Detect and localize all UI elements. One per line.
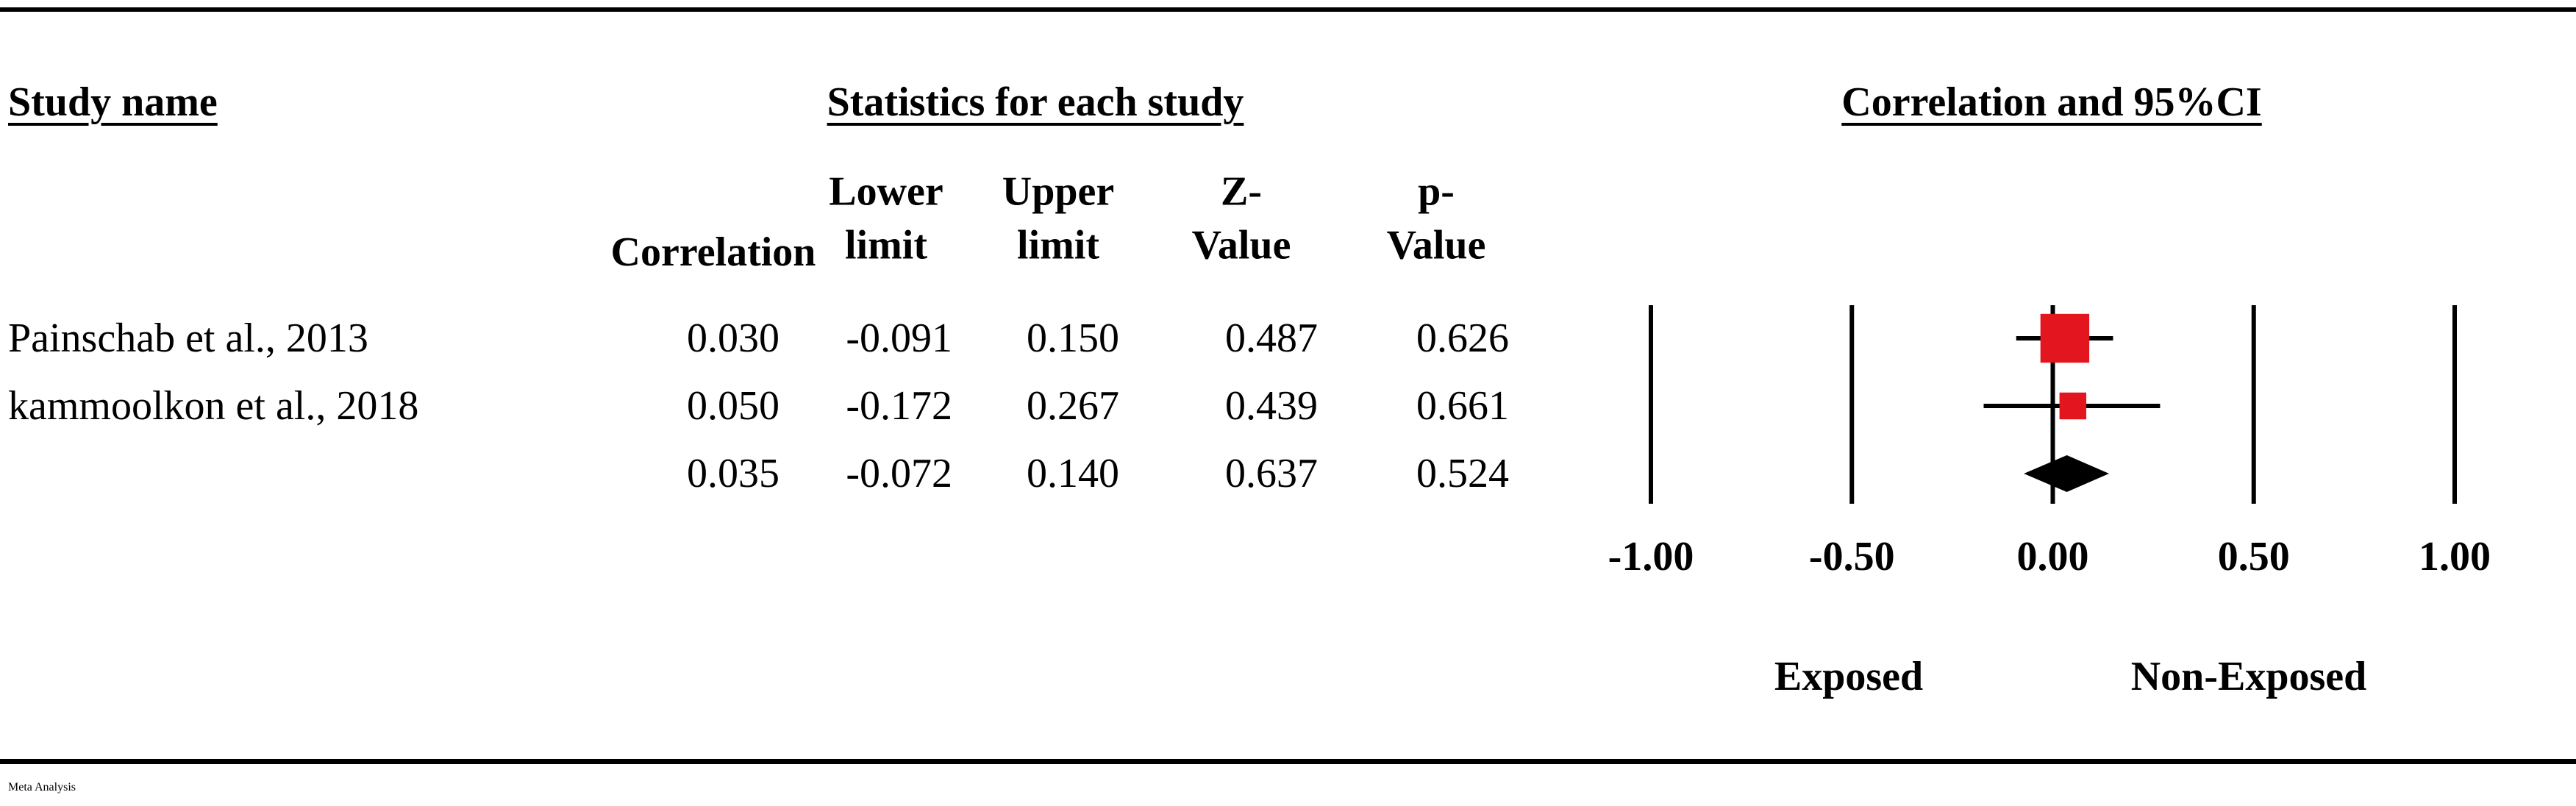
summary-diamond [2024, 455, 2110, 492]
table-value: 0.035 [687, 451, 779, 496]
x-tick-label: -0.50 [1808, 534, 1895, 579]
table-value: 0.524 [1416, 451, 1509, 496]
top-rule [0, 7, 2576, 12]
table-value: 0.487 [1225, 315, 1318, 361]
column-header: Correlation [610, 229, 816, 275]
column-header: Lower limit [829, 168, 943, 268]
column-header: Upper limit [1002, 168, 1115, 268]
study-name: kammoolkon et al., 2018 [8, 383, 419, 429]
table-value: 0.637 [1225, 451, 1318, 496]
bottom-rule [0, 759, 2576, 764]
left-axis-label: Exposed [1774, 654, 1924, 699]
table-value: -0.091 [846, 315, 952, 361]
table-value: 0.439 [1225, 383, 1318, 429]
table-value: -0.072 [846, 451, 952, 496]
x-tick-label: 1.00 [2419, 534, 2491, 579]
x-tick-label: 0.00 [2016, 534, 2089, 579]
study-marker [2040, 313, 2090, 363]
study-name: Painschab et al., 2013 [8, 315, 368, 361]
table-value: 0.267 [1027, 383, 1119, 429]
table-value: -0.172 [846, 383, 952, 429]
column-header: p-Value [1386, 168, 1486, 268]
study-marker [2059, 392, 2087, 420]
x-tick-label: 0.50 [2217, 534, 2290, 579]
table-value: 0.050 [687, 383, 779, 429]
x-tick-label: -1.00 [1608, 534, 1694, 579]
statistics-header: Statistics for each study [827, 79, 1244, 125]
column-header: Z-Value [1191, 168, 1291, 268]
table-value: 0.140 [1027, 451, 1119, 496]
table-value: 0.626 [1416, 315, 1509, 361]
footer: Meta Analysis [8, 781, 76, 793]
table-value: 0.661 [1416, 383, 1509, 429]
plot-header: Correlation and 95%CI [1841, 79, 2262, 125]
table-value: 0.030 [687, 315, 779, 361]
right-axis-label: Non-Exposed [2130, 654, 2367, 699]
table-value: 0.150 [1027, 315, 1119, 361]
study-header: Study name [8, 79, 218, 125]
